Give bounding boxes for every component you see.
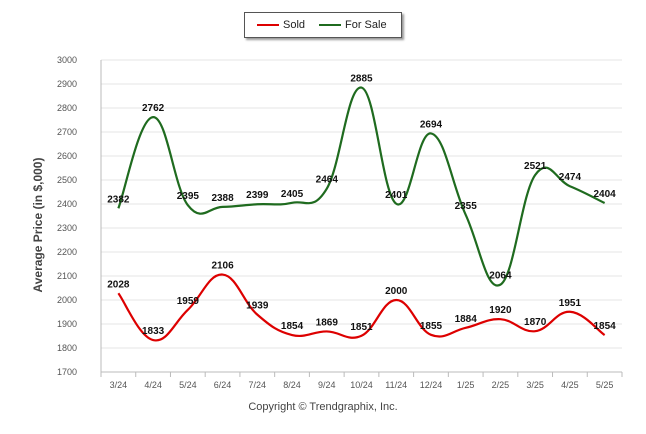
x-tick-label: 3/24 [110,380,128,390]
data-label-for-sale: 2521 [524,161,547,172]
x-tick-label: 7/24 [249,380,267,390]
data-label-sold: 1870 [524,317,547,328]
y-tick-label: 2300 [57,223,77,233]
y-tick-label: 2800 [57,103,77,113]
copyright-credit: Copyright © Trendgraphix, Inc. [248,401,398,413]
x-tick-label: 1/25 [457,380,475,390]
data-label-sold: 1833 [142,326,165,337]
data-label-sold: 1854 [281,321,304,332]
x-tick-label: 6/24 [214,380,232,390]
data-label-for-sale: 2064 [489,271,512,282]
data-label-for-sale: 2355 [455,201,478,212]
data-label-sold: 1951 [559,298,582,309]
data-label-sold: 2028 [107,279,130,290]
x-tick-label: 9/24 [318,380,336,390]
data-label-for-sale: 2694 [420,119,443,130]
x-tick-label: 10/24 [350,380,373,390]
series-line-sold [117,273,606,342]
y-tick-label: 1700 [57,367,77,377]
data-label-sold: 1959 [177,296,200,307]
x-tick-label: 8/24 [283,380,301,390]
data-label-for-sale: 2885 [350,74,373,85]
data-label-for-sale: 2762 [142,103,165,114]
data-label-sold: 1851 [350,322,373,333]
y-tick-label: 2100 [57,271,77,281]
series-line-for-sale [117,86,606,287]
legend-swatch-for-sale [319,24,341,26]
data-label-for-sale: 2388 [211,193,234,204]
data-label-sold: 1920 [489,305,512,316]
data-label-sold: 2106 [211,261,234,272]
data-label-sold: 1855 [420,321,443,332]
data-label-for-sale: 2404 [594,189,617,200]
x-tick-label: 4/25 [561,380,579,390]
y-tick-label: 2000 [57,295,77,305]
data-label-for-sale: 2405 [281,189,304,200]
y-tick-label: 3000 [57,55,77,65]
grid-lines [100,59,622,373]
data-label-for-sale: 2464 [316,175,339,186]
y-tick-label: 2900 [57,79,77,89]
legend-label-for-sale: For Sale [345,19,387,31]
x-tick-label: 12/24 [420,380,443,390]
x-tick-label: 2/25 [492,380,510,390]
x-axis-ticks: 3/24 4/24 5/24 6/24 7/24 8/24 9/24 10/24 11/24 12… [100,372,623,390]
legend-label-sold: Sold [283,19,306,31]
y-axis-label: Average Price (in $,000) [31,157,45,293]
data-labels: 2028 1833 1959 2106 1939 1854 1869 1851 2000 1855… [107,74,616,337]
data-label-sold: 1854 [594,321,617,332]
data-label-for-sale: 2399 [246,190,269,201]
legend-swatch-sold [257,24,279,26]
y-axis-ticks: 1700 1800 1900 2000 2100 2200 2300 2400 2500 2600… [57,55,77,377]
y-tick-label: 2200 [57,247,77,257]
data-label-for-sale: 2401 [385,190,408,201]
data-label-sold: 1939 [246,301,269,312]
y-tick-label: 1900 [57,319,77,329]
legend: Sold For Sale [244,12,402,38]
data-label-sold: 1869 [316,317,339,328]
x-tick-label: 5/25 [596,380,614,390]
data-label-sold: 1884 [455,314,478,325]
data-label-for-sale: 2395 [177,191,200,202]
data-label-sold: 2000 [385,286,408,297]
y-tick-label: 1800 [57,343,77,353]
x-tick-label: 11/24 [385,380,407,390]
series-lines [117,86,606,342]
y-tick-label: 2500 [57,175,77,185]
y-tick-label: 2400 [57,199,77,209]
x-tick-label: 3/25 [526,380,544,390]
data-label-for-sale: 2382 [107,194,130,205]
data-label-for-sale: 2474 [559,172,582,183]
x-tick-label: 5/24 [179,380,197,390]
y-tick-label: 2700 [57,127,77,137]
x-tick-label: 4/24 [144,380,162,390]
y-tick-label: 2600 [57,151,77,161]
